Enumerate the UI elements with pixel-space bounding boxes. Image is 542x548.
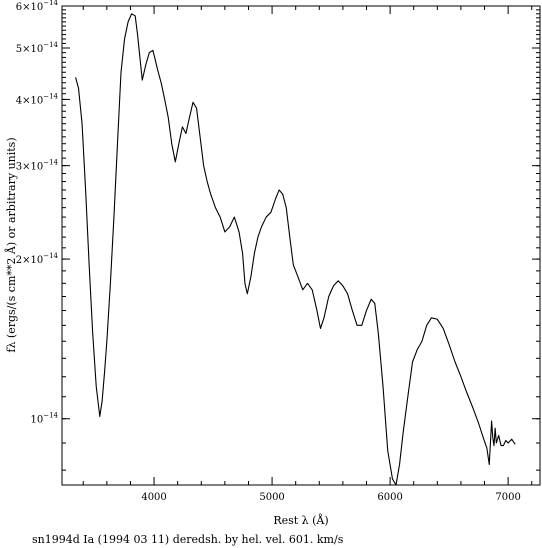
y-axis-label: fλ (ergs/(s cm**2 Å) or arbitrary units) [4, 137, 18, 352]
figure-caption: sn1994d Ia (1994 03 11) deredsh. by hel.… [32, 533, 344, 546]
y-tick-mantissa: 6×10 [16, 2, 43, 13]
x-tick-label: 5000 [259, 492, 284, 503]
y-tick-label: 3×10−14 [16, 159, 59, 173]
plot-frame [61, 5, 541, 486]
y-tick-label: 6×10−14 [16, 0, 59, 13]
y-tick-mantissa: 5×10 [16, 44, 43, 55]
axis-ticks [62, 5, 540, 485]
y-tick-mantissa: 4×10 [16, 95, 43, 106]
y-tick-exponent: −14 [43, 41, 58, 49]
y-tick-exponent: −14 [43, 252, 58, 260]
x-tick-label: 7000 [495, 492, 520, 503]
x-tick-labels: 4000 5000 6000 7000 [141, 492, 521, 503]
y-tick-mantissa: 3×10 [16, 162, 43, 173]
y-tick-mantissa: 2×10 [16, 255, 43, 266]
y-tick-label: 4×10−14 [16, 92, 59, 106]
y-tick-label: 10−14 [30, 412, 58, 426]
y-tick-exponent: −14 [43, 92, 58, 100]
x-axis-label: Rest λ (Å) [273, 513, 328, 527]
x-tick-label: 6000 [377, 492, 402, 503]
y-tick-labels: 10−142×10−143×10−144×10−145×10−146×10−14 [16, 0, 59, 426]
y-tick-exponent: −14 [43, 159, 58, 167]
x-tick-label: 4000 [141, 492, 166, 503]
y-tick-exponent: −14 [43, 0, 58, 7]
spectrum-line [75, 13, 516, 486]
y-tick-mantissa: 10 [30, 415, 43, 426]
y-tick-label: 2×10−14 [16, 252, 59, 266]
y-tick-exponent: −14 [43, 412, 58, 420]
y-tick-label: 5×10−14 [16, 41, 59, 55]
